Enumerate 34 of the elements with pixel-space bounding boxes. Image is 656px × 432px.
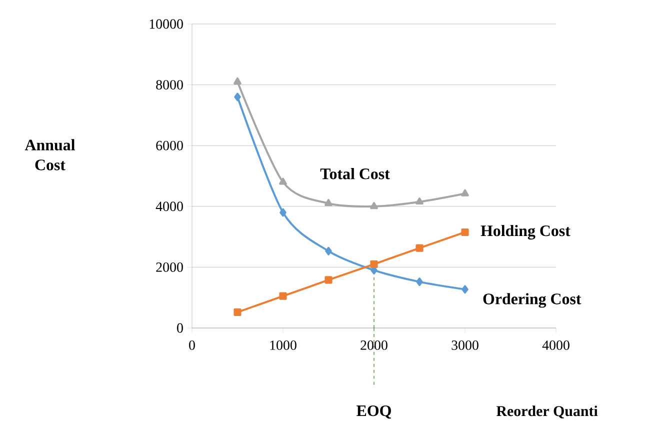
x-tick-label: 4000: [542, 340, 570, 350]
series-label: Holding Cost: [480, 224, 570, 240]
point: [462, 285, 468, 294]
y-tick-label: 0: [177, 323, 183, 333]
y-axis-title: Annual Cost: [24, 139, 75, 170]
x-tick-label: 2000: [360, 340, 388, 350]
y-tick-label: 6000: [156, 140, 183, 150]
x-tick-label: 1000: [270, 340, 296, 350]
y-tick-label: 10000: [150, 19, 183, 29]
point: [279, 292, 287, 300]
y-tick-label: 4000: [156, 202, 183, 212]
point: [280, 208, 286, 217]
y-tick-label: 8000: [156, 80, 183, 90]
point: [416, 244, 424, 252]
series-label: Total Cost: [320, 168, 390, 180]
x-tick-label: 3000: [452, 340, 478, 350]
point: [461, 189, 469, 196]
x-tick-label: 0: [189, 340, 195, 350]
point: [461, 228, 469, 236]
y-tick-label: 2000: [156, 262, 183, 272]
x-axis-title: Reorder Quanti: [496, 406, 598, 418]
point: [234, 92, 241, 102]
point: [279, 178, 287, 185]
point: [324, 276, 332, 284]
point: [416, 278, 423, 286]
ref-line-label: EOQ: [356, 405, 392, 419]
point: [324, 198, 332, 206]
point: [234, 77, 242, 84]
point: [234, 308, 242, 316]
point: [370, 260, 378, 268]
point: [370, 202, 378, 210]
point: [325, 246, 332, 256]
series-label: Ordering Cost: [483, 293, 582, 308]
point: [416, 197, 424, 205]
